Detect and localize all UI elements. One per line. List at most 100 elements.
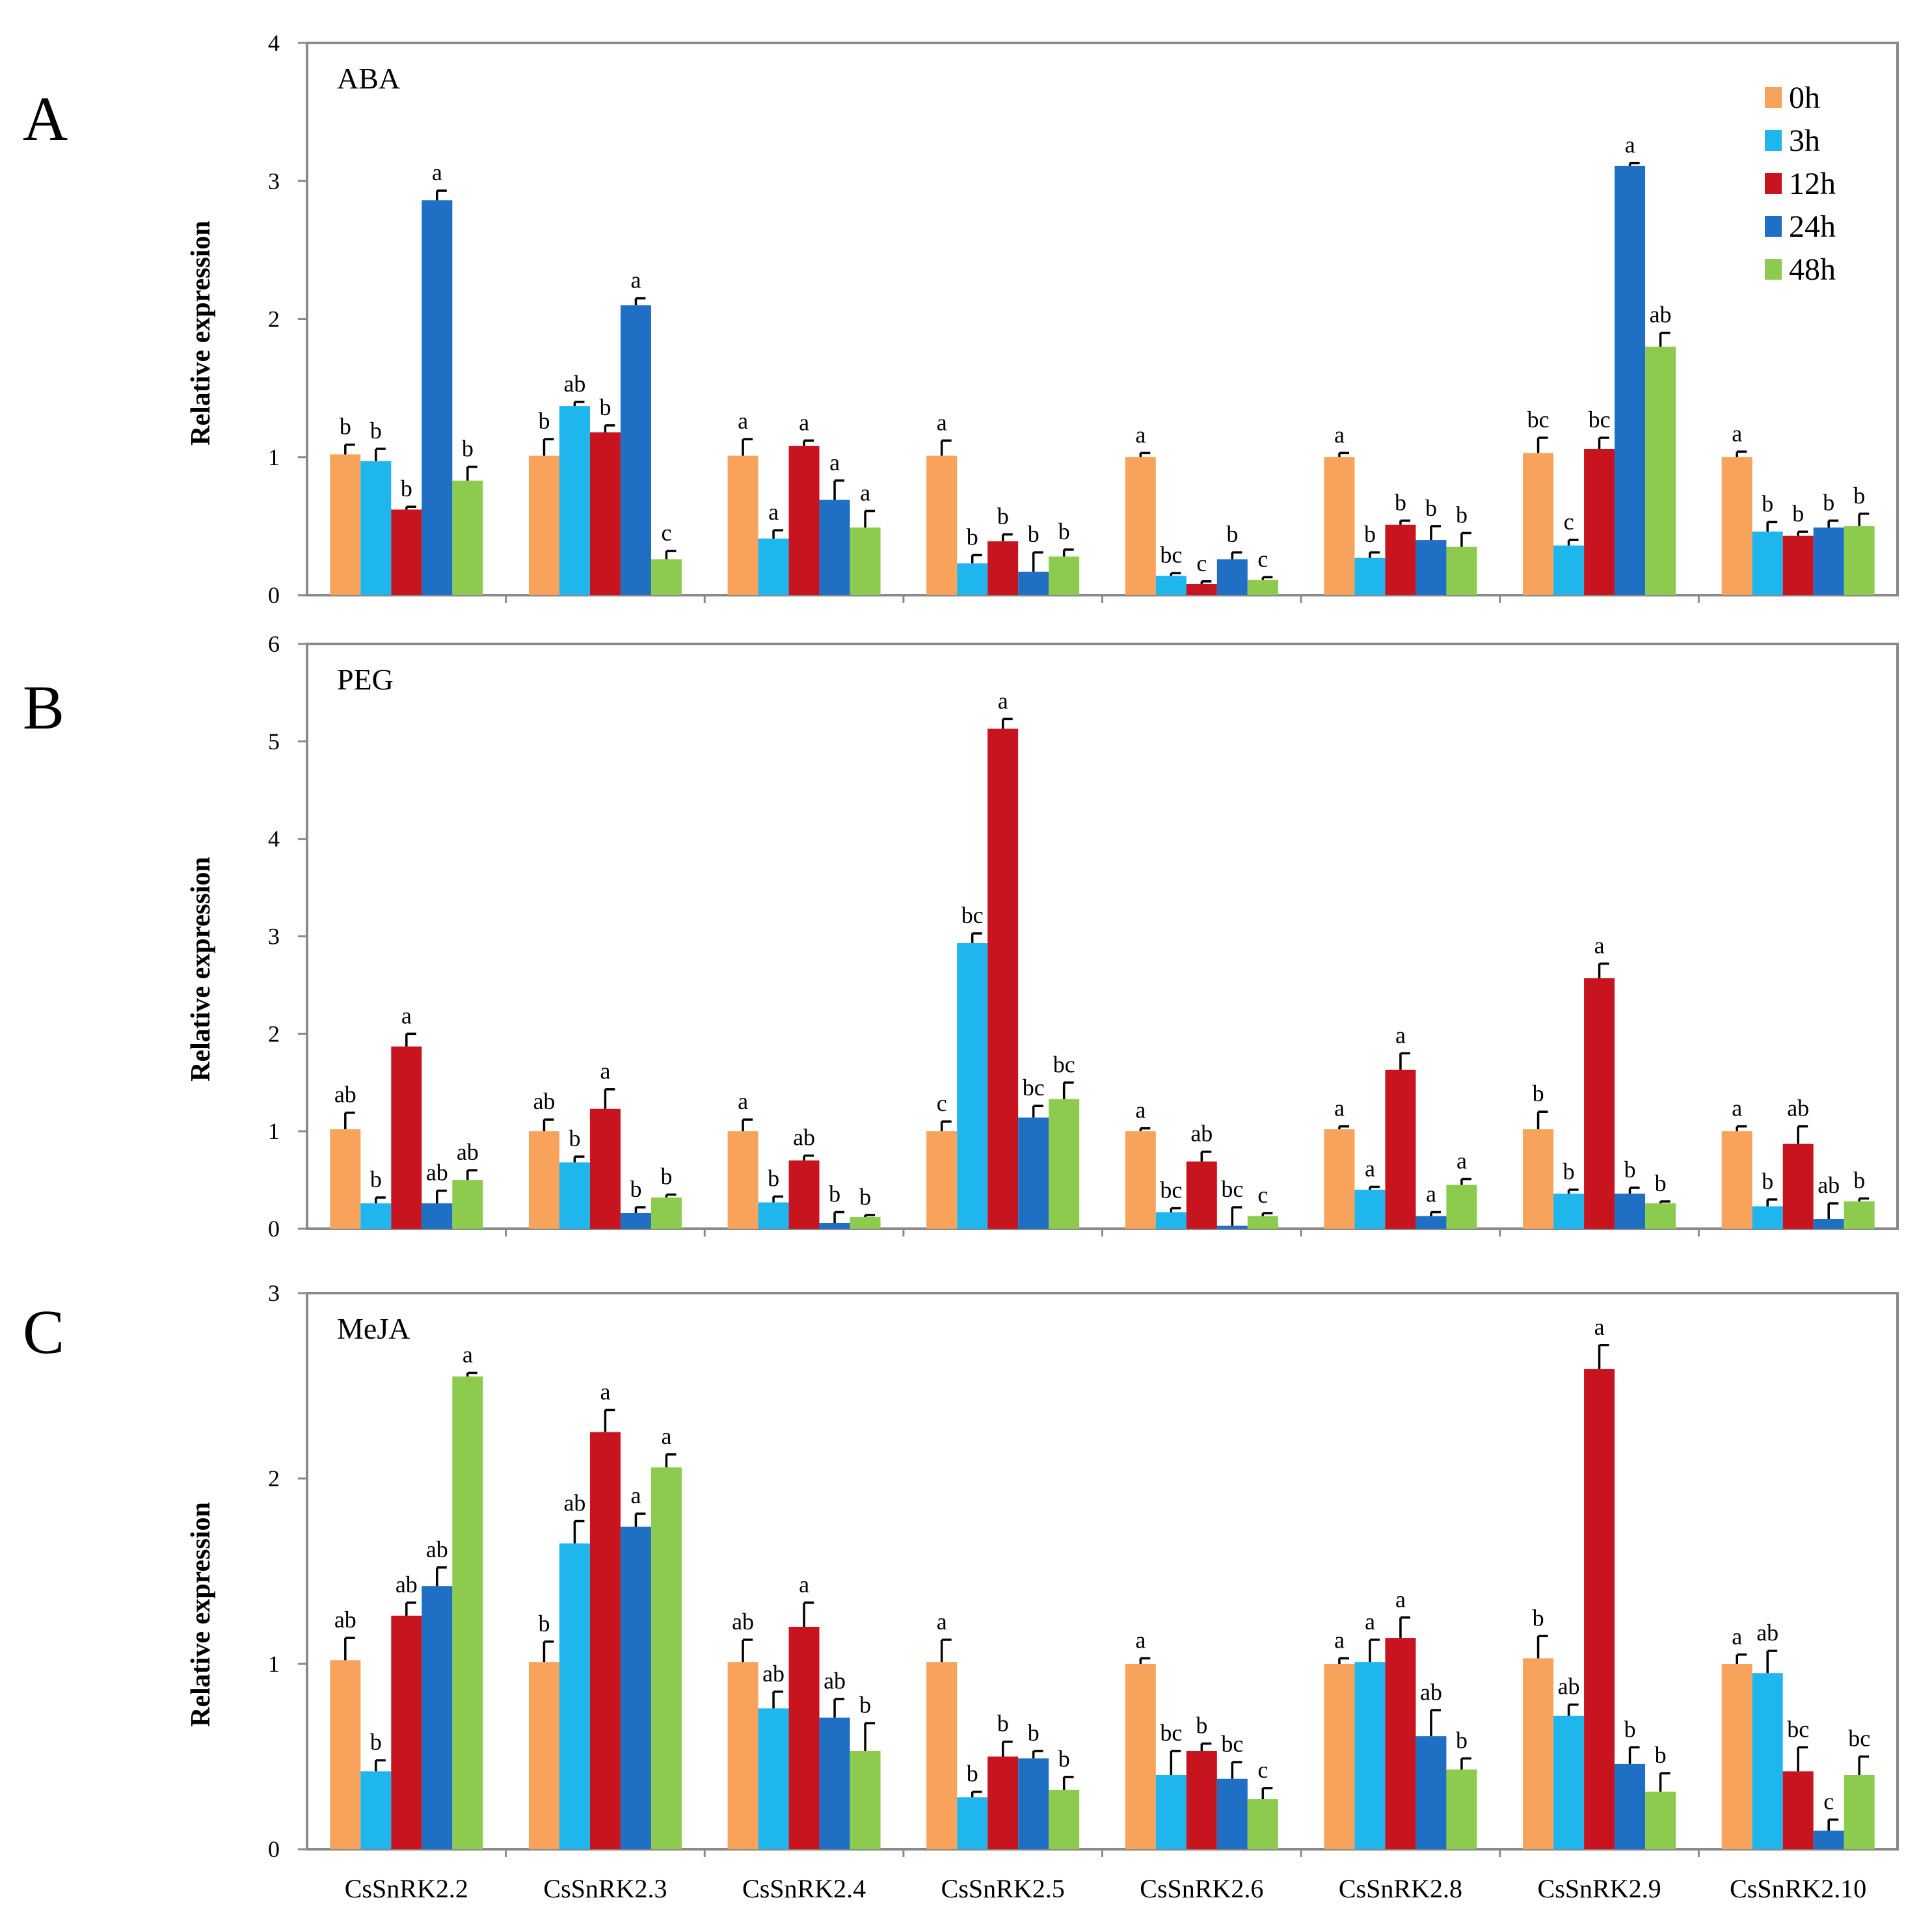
significance-label: b: [1226, 521, 1238, 547]
bar-3h: [957, 943, 988, 1229]
bar-48h: [850, 1750, 881, 1849]
legend-label: 48h: [1789, 252, 1836, 287]
bar-24h: [1415, 1736, 1447, 1849]
significance-label: b: [538, 1611, 550, 1637]
bar-12h: [589, 1108, 621, 1229]
bar-3h: [758, 1202, 789, 1229]
bar-48h: [1645, 346, 1676, 595]
bar-12h: [1782, 1144, 1814, 1229]
significance-label: ab: [732, 1609, 754, 1635]
bar-12h: [589, 1432, 621, 1849]
bar-48h: [1844, 526, 1875, 595]
bar-48h: [1247, 1216, 1278, 1229]
bar-0h: [1523, 1658, 1554, 1849]
bar-3h: [1155, 1212, 1187, 1229]
bar-24h: [1813, 1219, 1844, 1229]
significance-label: a: [1334, 421, 1345, 448]
significance-label: bc: [1160, 542, 1182, 568]
significance-label: a: [1365, 1609, 1375, 1635]
significance-label: b: [1456, 502, 1468, 528]
y-tick-label: 2: [268, 306, 280, 332]
y-tick-label: 2: [268, 1021, 280, 1047]
bar-group-cssnrk2-3: b ab a a a: [528, 1379, 682, 1849]
significance-label: b: [1395, 489, 1406, 515]
y-tick-label: 2: [268, 1465, 280, 1491]
bar-24h: [1615, 1194, 1646, 1229]
bar-3h: [1155, 576, 1187, 595]
bar-3h: [360, 1203, 392, 1229]
bar-3h: [1553, 1715, 1585, 1849]
significance-label: b: [1624, 1716, 1636, 1742]
bar-3h: [559, 1162, 590, 1229]
bar-3h: [957, 1797, 988, 1849]
significance-label: a: [1365, 1156, 1375, 1182]
bar-24h: [422, 200, 453, 596]
significance-label: bc: [1023, 1075, 1045, 1101]
bar-48h: [1049, 1099, 1080, 1229]
legend-label: 3h: [1789, 124, 1820, 158]
significance-label: b: [1533, 1080, 1544, 1106]
bar-group-cssnrk2-6: abc cbc: [1125, 421, 1278, 595]
significance-label: b: [1624, 1157, 1636, 1183]
significance-label: a: [738, 1088, 748, 1114]
legend: 0h 3h 12h 24h 48h: [1765, 81, 1836, 287]
significance-label: ab: [1787, 1095, 1809, 1121]
x-tick-label: CsSnRK2.6: [1140, 1874, 1263, 1903]
significance-label: b: [1655, 1170, 1667, 1196]
bar-3h: [1354, 1190, 1386, 1229]
significance-label: a: [630, 1482, 641, 1508]
bar-0h: [727, 455, 758, 595]
significance-label: b: [1533, 1605, 1544, 1631]
y-tick-label: 0: [268, 1216, 280, 1242]
bar-24h: [1018, 1758, 1049, 1849]
bar-12h: [1782, 535, 1814, 595]
significance-label: a: [1334, 1627, 1345, 1653]
significance-label: bc: [1589, 407, 1611, 433]
significance-label: ab: [793, 1125, 815, 1151]
legend-label: 24h: [1789, 209, 1836, 244]
bar-0h: [1125, 1131, 1156, 1229]
x-tick-label: CsSnRK2.2: [345, 1874, 468, 1903]
legend-swatch: [1765, 216, 1782, 237]
bar-24h: [620, 305, 651, 595]
bar-12h: [1385, 1638, 1416, 1849]
bar-3h: [360, 1771, 392, 1849]
significance-label: ab: [1420, 1679, 1442, 1705]
significance-label: b: [1853, 483, 1865, 509]
significance-label: b: [370, 1166, 382, 1192]
bar-48h: [1446, 1769, 1477, 1849]
significance-label: b: [599, 394, 611, 420]
y-axis-label: Relative expression: [186, 857, 216, 1082]
bar-3h: [1752, 1206, 1783, 1229]
bar-24h: [1415, 1216, 1447, 1229]
bar-0h: [528, 455, 559, 595]
significance-label: b: [569, 1125, 580, 1151]
bar-12h: [788, 1160, 820, 1229]
significance-label: ab: [457, 1139, 479, 1165]
significance-label: ab: [533, 1088, 555, 1114]
x-tick-label: CsSnRK2.3: [543, 1874, 667, 1903]
bar-12h: [987, 729, 1019, 1229]
bar-24h: [1216, 559, 1248, 595]
significance-label: c: [661, 520, 671, 546]
bar-0h: [727, 1662, 758, 1849]
significance-label: a: [1334, 1095, 1345, 1121]
bar-0h: [926, 455, 958, 595]
significance-label: a: [401, 1002, 412, 1028]
bar-48h: [1446, 1184, 1477, 1229]
y-tick-label: 3: [268, 168, 280, 194]
significance-label: a: [1135, 1627, 1146, 1653]
significance-label: bc: [1848, 1726, 1870, 1752]
y-tick-label: 0: [268, 582, 280, 608]
significance-label: b: [660, 1164, 672, 1190]
